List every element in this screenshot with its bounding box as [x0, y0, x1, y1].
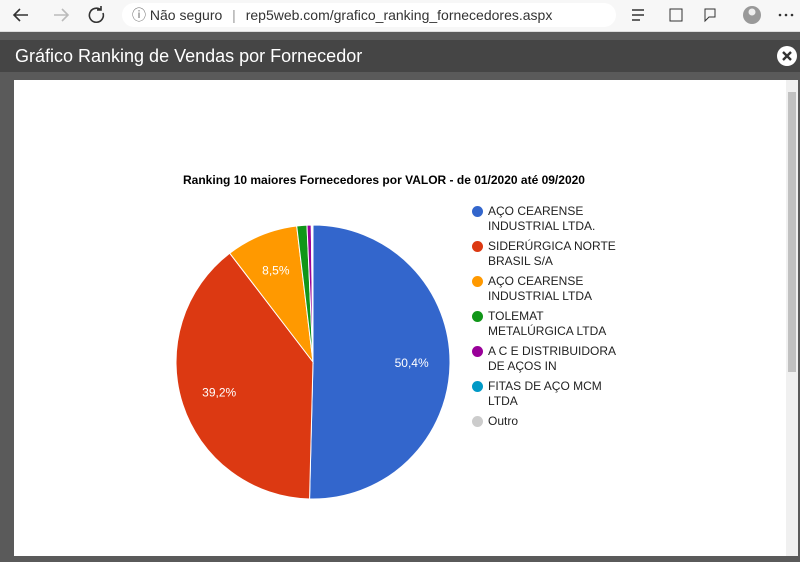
- security-label: Não seguro: [149, 7, 223, 23]
- address-bar[interactable]: ⓘ Não seguro | rep5web.com/grafico_ranki…: [122, 3, 616, 27]
- pie-slice: [311, 224, 314, 363]
- scrollbar[interactable]: [786, 80, 798, 556]
- modal-header: Gráfico Ranking de Vendas por Fornecedor: [0, 40, 800, 72]
- close-button[interactable]: [776, 45, 798, 67]
- legend-swatch: [472, 416, 483, 427]
- legend-item: Outro: [470, 414, 630, 449]
- legend-swatch: [472, 276, 483, 287]
- toolbar-icons: [632, 6, 794, 24]
- legend-swatch: [472, 206, 483, 217]
- legend-item: FITAS DE AÇO MCM LTDA: [470, 379, 630, 414]
- legend-item: AÇO CEARENSE INDUSTRIAL LTDA.: [470, 204, 630, 239]
- legend-label: A C E DISTRIBUIDORA DE AÇOS IN: [488, 344, 616, 373]
- slice-label: 39,2%: [202, 385, 236, 399]
- legend-label: FITAS DE AÇO MCM LTDA: [488, 379, 602, 408]
- legend: AÇO CEARENSE INDUSTRIAL LTDA. SIDERÚRGICA…: [470, 204, 630, 449]
- browser-toolbar: ⓘ Não seguro | rep5web.com/grafico_ranki…: [0, 0, 800, 32]
- legend-item: AÇO CEARENSE INDUSTRIAL LTDA: [470, 274, 630, 309]
- legend-label: SIDERÚRGICA NORTE BRASIL S/A: [488, 239, 616, 268]
- pie-slice: [309, 224, 451, 500]
- legend-swatch: [472, 241, 483, 252]
- legend-label: TOLEMAT METALÚRGICA LTDA: [488, 309, 607, 338]
- legend-item: SIDERÚRGICA NORTE BRASIL S/A: [470, 239, 630, 274]
- slice-label: 8,5%: [262, 264, 290, 278]
- slice-label: 50,4%: [395, 356, 429, 370]
- legend-swatch: [472, 346, 483, 357]
- nav-icons: [12, 6, 105, 24]
- pie-slice: [175, 252, 314, 500]
- legend-item: TOLEMAT METALÚRGICA LTDA: [470, 309, 630, 344]
- legend-swatch: [472, 381, 483, 392]
- legend-label: AÇO CEARENSE INDUSTRIAL LTDA.: [488, 204, 596, 233]
- legend-swatch: [472, 311, 483, 322]
- legend-label: AÇO CEARENSE INDUSTRIAL LTDA: [488, 274, 593, 303]
- chart-title: Ranking 10 maiores Fornecedores por VALO…: [183, 173, 585, 187]
- legend-item: A C E DISTRIBUIDORA DE AÇOS IN: [470, 344, 630, 379]
- legend-label: Outro: [488, 414, 519, 428]
- url: rep5web.com/grafico_ranking_fornecedores…: [245, 7, 553, 23]
- modal-title: Gráfico Ranking de Vendas por Fornecedor: [15, 46, 363, 66]
